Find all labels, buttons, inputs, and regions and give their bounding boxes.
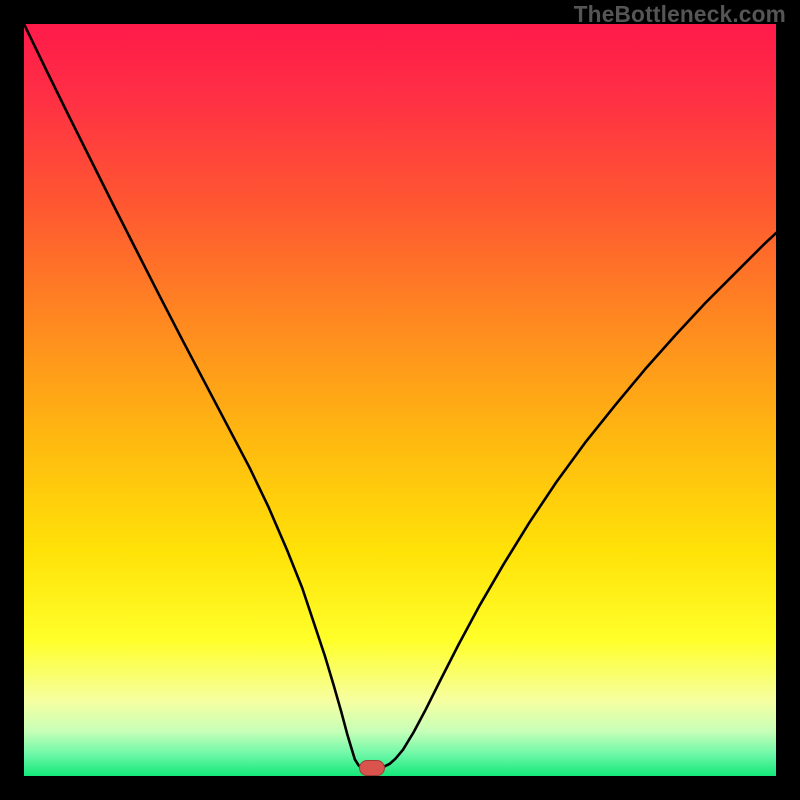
optimal-marker	[359, 760, 385, 776]
curve-path	[24, 24, 776, 768]
plot-area	[24, 24, 776, 776]
bottleneck-curve	[24, 24, 776, 776]
watermark-text: TheBottleneck.com	[574, 1, 786, 28]
